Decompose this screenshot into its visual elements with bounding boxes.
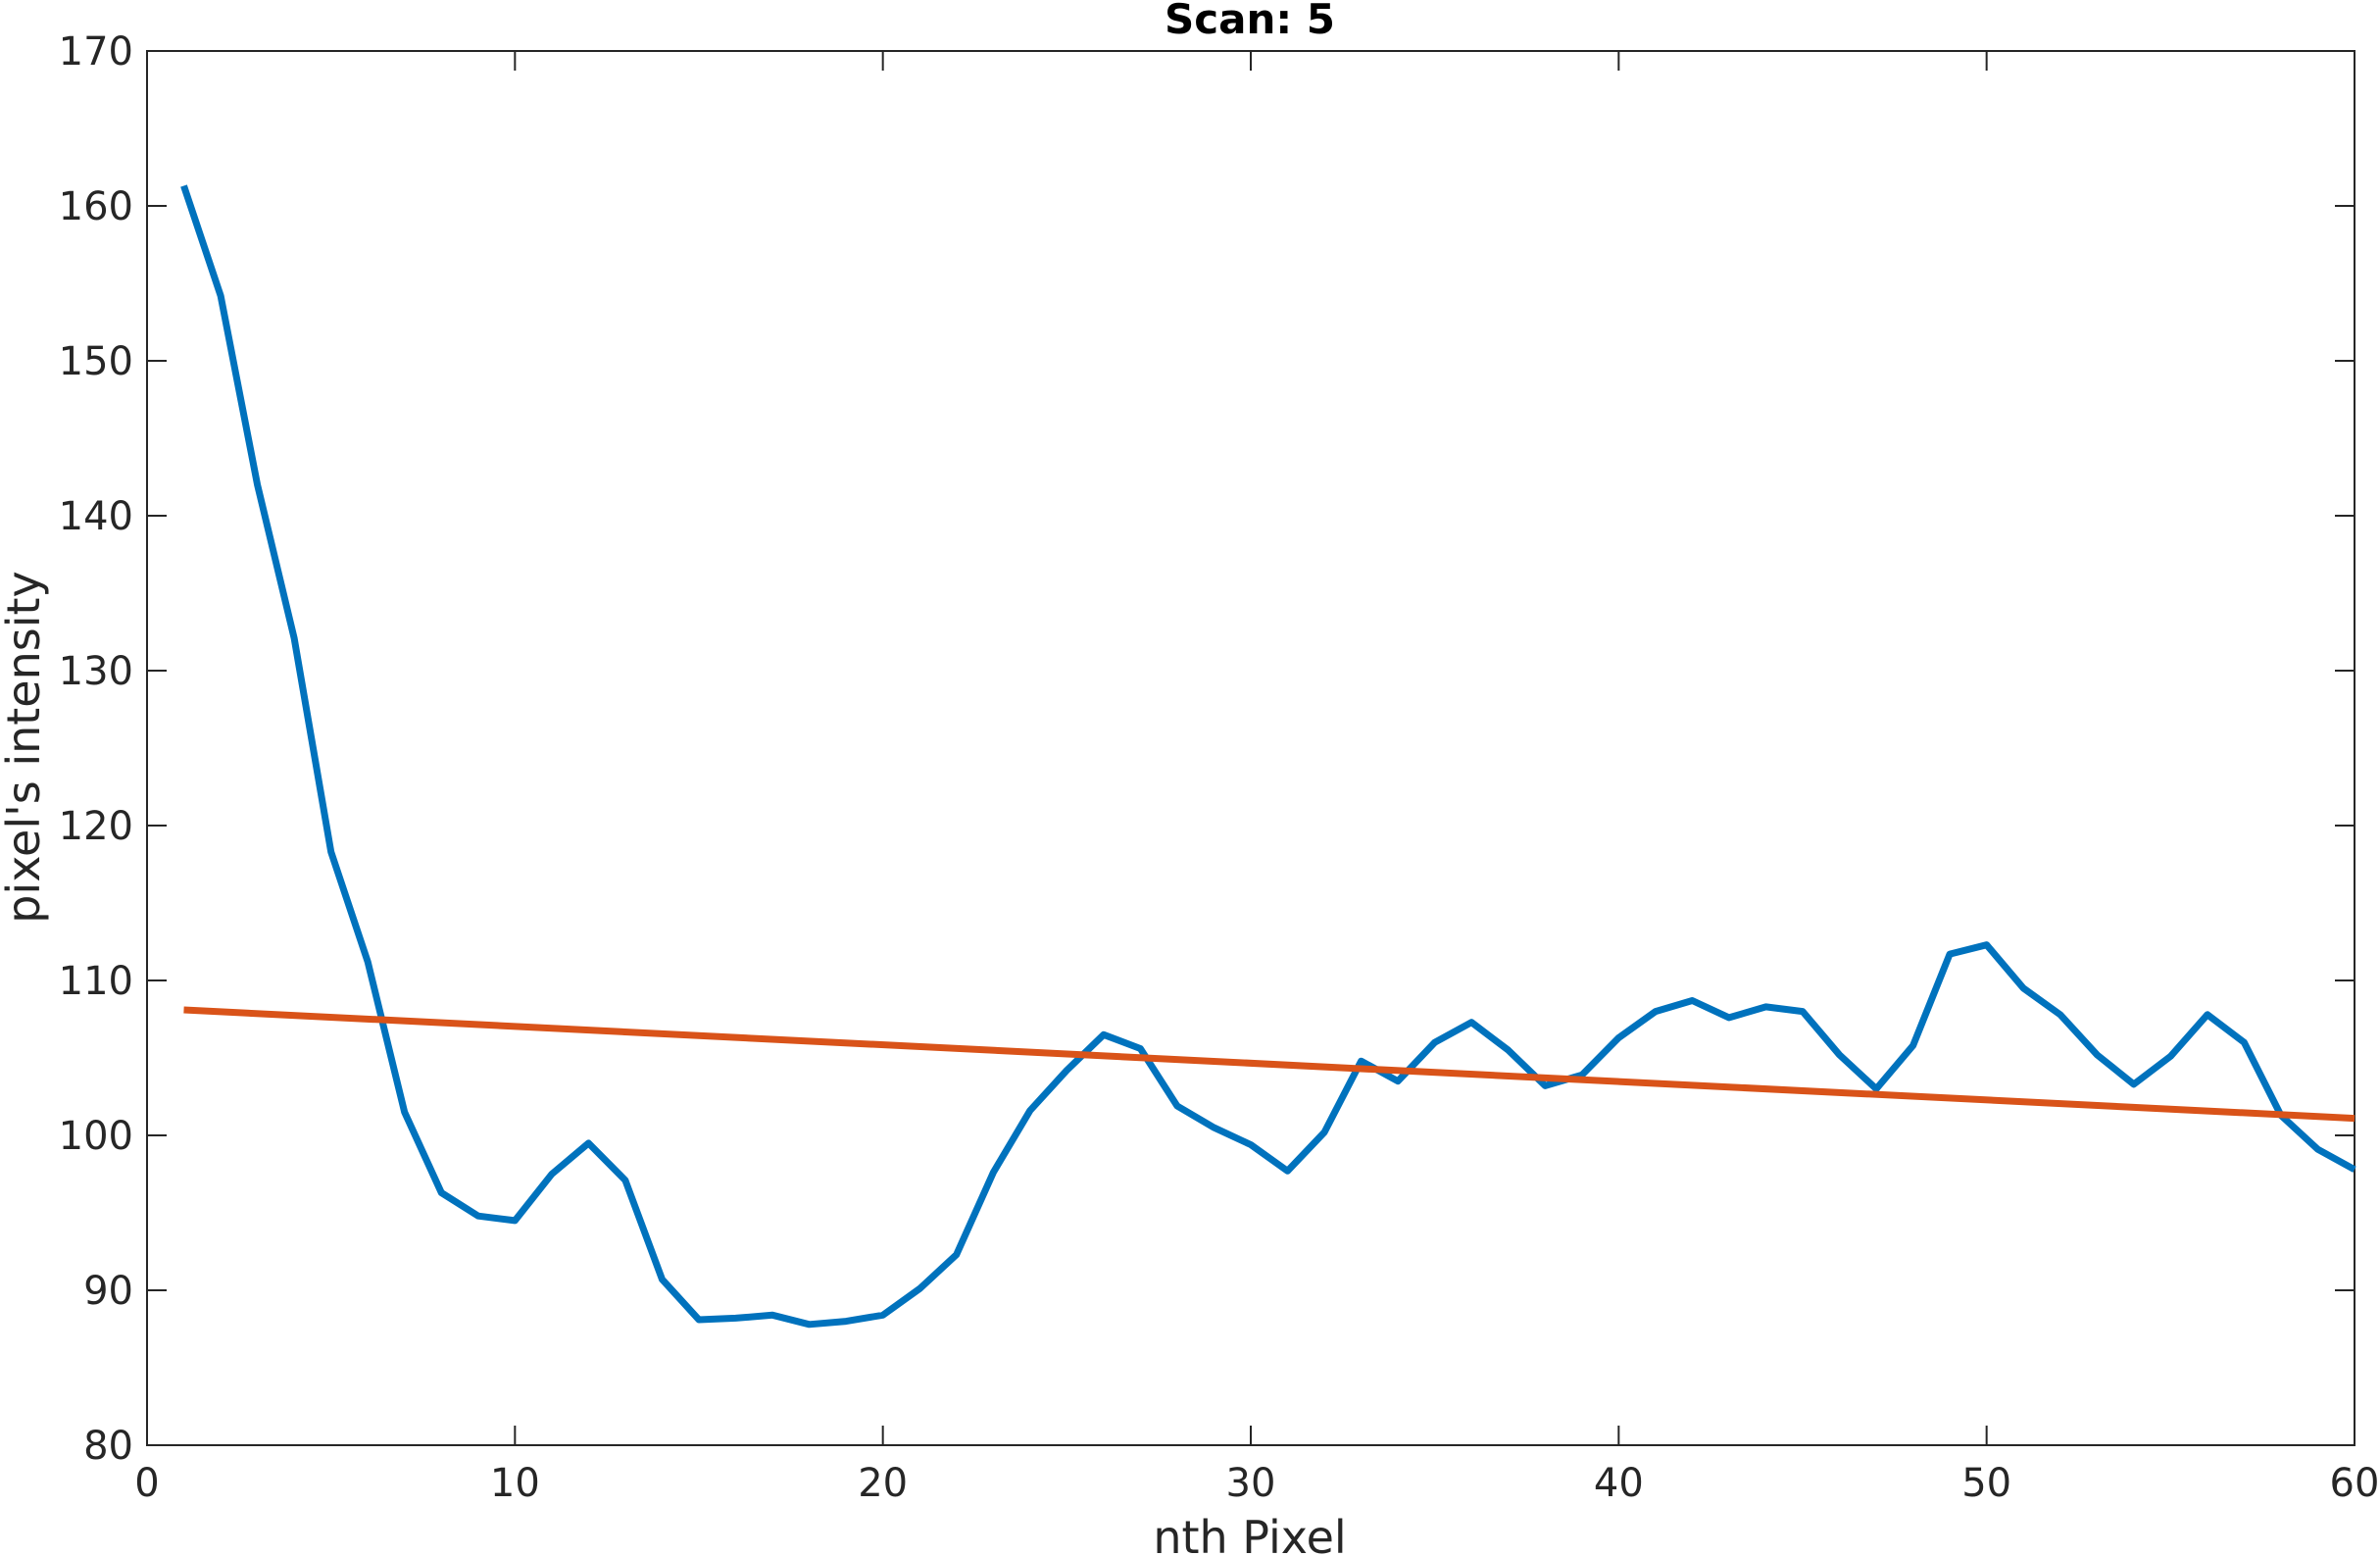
y-tick-label: 90 — [83, 1269, 133, 1314]
series-line-1 — [180, 184, 2356, 1329]
series-layer — [180, 184, 2356, 1329]
y-tick-label: 130 — [59, 649, 133, 694]
y-tick-label: 170 — [59, 29, 133, 75]
y-tick-label: 160 — [59, 184, 133, 229]
y-tick-label: 110 — [59, 959, 133, 1004]
y-tick-label: 80 — [83, 1424, 133, 1469]
x-tick-label: 10 — [490, 1461, 540, 1506]
x-tick-label: 20 — [858, 1461, 908, 1506]
x-tick-label: 50 — [1961, 1461, 2011, 1506]
y-tick-label: 140 — [59, 494, 133, 539]
y-tick-label: 120 — [59, 804, 133, 849]
x-tick-label: 60 — [2330, 1461, 2380, 1506]
series-line-2 — [183, 1006, 2355, 1123]
tick-layer: 0 10 20 30 40 50 60 80 90 100 110 120 130 140 150 160 17… — [59, 29, 2380, 1506]
x-tick-label: 30 — [1226, 1461, 1276, 1506]
y-tick-label: 150 — [59, 339, 133, 384]
x-tick-label: 40 — [1594, 1461, 1644, 1506]
chart-title: Scan: 5 — [1165, 0, 1335, 43]
y-tick-label: 100 — [59, 1114, 133, 1159]
x-axis-label: nth Pixel — [1153, 1511, 1346, 1556]
y-axis-label: pixel's intensity — [0, 571, 50, 924]
x-tick-label: 0 — [134, 1461, 159, 1506]
